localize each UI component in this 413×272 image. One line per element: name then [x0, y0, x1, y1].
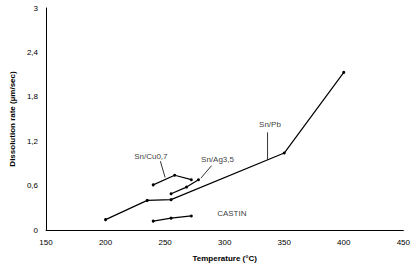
svg-text:1,8: 1,8 — [27, 92, 39, 101]
svg-text:CASTIN: CASTIN — [217, 209, 247, 218]
svg-text:0: 0 — [34, 226, 39, 235]
svg-text:200: 200 — [99, 238, 113, 247]
svg-text:150: 150 — [39, 238, 53, 247]
svg-text:0,6: 0,6 — [27, 181, 39, 190]
svg-text:Temperature (°C): Temperature (°C) — [192, 254, 257, 263]
svg-text:250: 250 — [158, 238, 172, 247]
svg-text:Dissolution rate (µm/sec): Dissolution rate (µm/sec) — [8, 71, 17, 167]
svg-text:Sn/Cu0,7: Sn/Cu0,7 — [134, 152, 168, 161]
svg-text:1,2: 1,2 — [27, 137, 39, 146]
svg-text:Sn/Pb: Sn/Pb — [259, 120, 281, 129]
svg-text:350: 350 — [278, 238, 292, 247]
svg-text:Sn/Ag3,5: Sn/Ag3,5 — [201, 155, 234, 164]
svg-text:300: 300 — [218, 238, 232, 247]
svg-text:450: 450 — [397, 238, 411, 247]
svg-text:400: 400 — [337, 238, 351, 247]
svg-text:2,4: 2,4 — [27, 48, 39, 57]
svg-text:3: 3 — [34, 4, 39, 13]
